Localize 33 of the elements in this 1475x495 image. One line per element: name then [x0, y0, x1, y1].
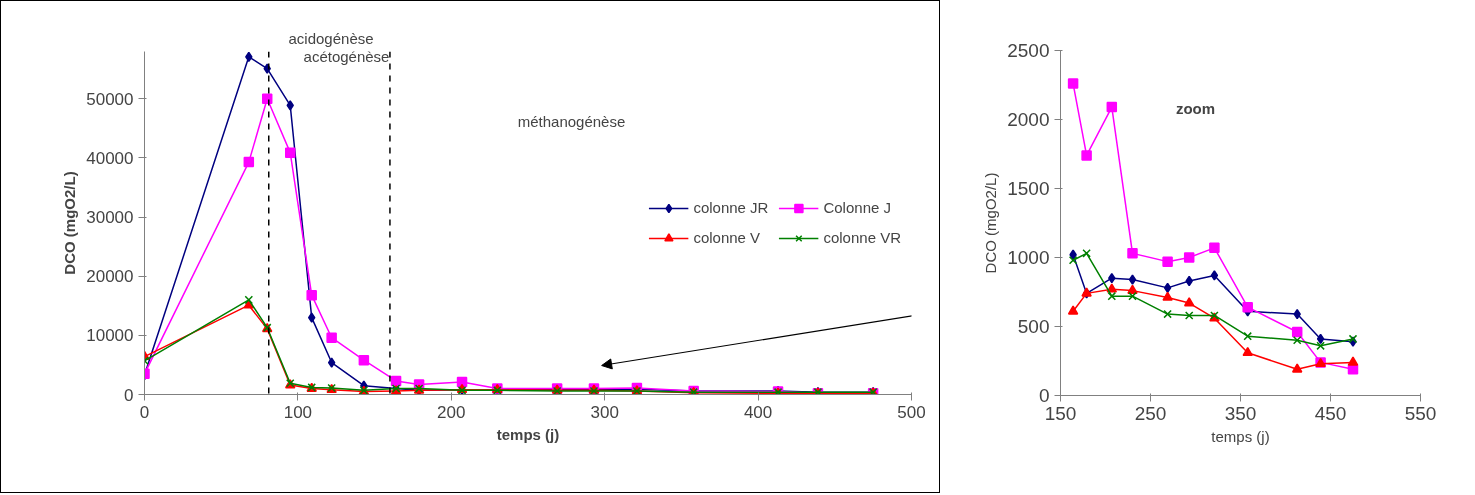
x-tick-label: 250 — [1134, 402, 1167, 424]
x-tick-label: 200 — [437, 402, 466, 422]
x-tick-label: 400 — [743, 402, 773, 422]
y-axis-title: DCO (mgO2/L) — [61, 171, 79, 275]
x-tick-label: 500 — [897, 402, 926, 422]
y-tick-label: 0 — [124, 385, 134, 405]
legend-label: colonne JR — [693, 199, 769, 216]
y-tick-label: 30000 — [86, 208, 134, 228]
y-tick-label: 1500 — [1007, 178, 1050, 199]
text: zoom — [1175, 100, 1216, 117]
x-tick-label: 100 — [283, 402, 313, 422]
x-tick-label: 300 — [590, 402, 619, 422]
x-axis-title: temps (j) — [1211, 427, 1270, 445]
y-axis-title: DCO (mgO2/L) — [982, 172, 1000, 274]
y-tick-label: 40000 — [86, 148, 134, 168]
y-tick-label: 10000 — [86, 326, 134, 346]
x-tick-label: 550 — [1404, 402, 1437, 424]
y-tick-label: 20000 — [86, 267, 134, 287]
x-tick-label: 350 — [1224, 402, 1257, 424]
y-tick-label: 500 — [1017, 316, 1050, 337]
text: acidogénèse — [288, 29, 374, 47]
legend-label: Colonne J — [823, 199, 891, 216]
x-tick-label: 450 — [1314, 402, 1347, 424]
legend-label: colonne VR — [823, 229, 901, 246]
annotation: méthanogénèse — [517, 113, 626, 130]
legend-label: colonne V — [693, 229, 761, 246]
y-tick-label: 50000 — [86, 89, 134, 109]
y-tick-label: 1000 — [1007, 247, 1050, 268]
y-tick-label: 2000 — [1007, 109, 1050, 130]
annotation: acétogénèse — [303, 48, 390, 65]
x-axis-title: temps (j) — [496, 425, 560, 443]
y-tick-label: 2500 — [1007, 40, 1050, 61]
x-tick-label: 0 — [139, 402, 150, 422]
